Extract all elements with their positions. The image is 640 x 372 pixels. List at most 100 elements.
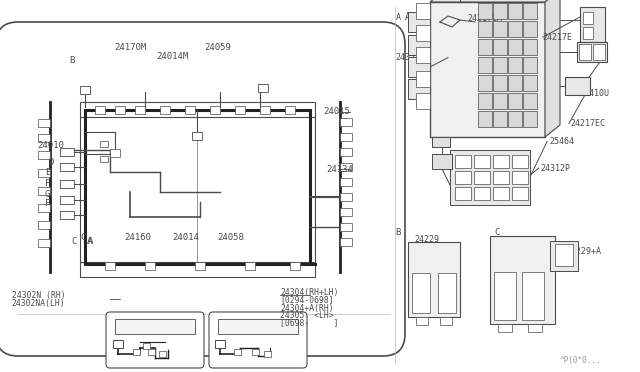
Text: 24217EA: 24217EA bbox=[467, 14, 502, 23]
Bar bbox=[408, 57, 430, 77]
FancyBboxPatch shape bbox=[106, 312, 204, 368]
Text: A: A bbox=[88, 237, 93, 246]
Bar bbox=[508, 111, 522, 127]
Bar bbox=[160, 106, 170, 114]
Bar bbox=[100, 156, 108, 162]
Bar bbox=[523, 21, 537, 37]
Bar bbox=[580, 7, 605, 42]
Bar bbox=[508, 93, 522, 109]
Text: A: A bbox=[87, 237, 92, 246]
Bar bbox=[478, 21, 492, 37]
Bar bbox=[508, 21, 522, 37]
Bar bbox=[523, 75, 537, 91]
Bar bbox=[478, 57, 492, 73]
Text: 24304+A(RH): 24304+A(RH) bbox=[280, 304, 334, 312]
Bar bbox=[523, 57, 537, 73]
Bar bbox=[493, 111, 507, 127]
Bar bbox=[416, 47, 430, 63]
Bar bbox=[493, 57, 507, 73]
Bar bbox=[290, 262, 300, 270]
Bar bbox=[432, 137, 450, 147]
Bar bbox=[340, 193, 352, 201]
Bar bbox=[340, 133, 352, 141]
Bar bbox=[110, 149, 120, 157]
Bar bbox=[412, 273, 430, 313]
Bar bbox=[493, 21, 507, 37]
Bar bbox=[264, 351, 271, 357]
Bar bbox=[408, 35, 430, 55]
Bar bbox=[340, 208, 352, 216]
Text: 24305  <LH>: 24305 <LH> bbox=[280, 311, 334, 320]
Bar bbox=[285, 106, 295, 114]
Bar bbox=[148, 349, 155, 355]
Bar bbox=[523, 3, 537, 19]
Bar bbox=[508, 75, 522, 91]
Bar bbox=[60, 211, 74, 219]
Text: 24134: 24134 bbox=[326, 165, 353, 174]
Bar bbox=[408, 79, 430, 99]
Text: C: C bbox=[494, 228, 499, 237]
Bar bbox=[478, 111, 492, 127]
Bar bbox=[115, 319, 195, 334]
Text: 24059: 24059 bbox=[205, 43, 232, 52]
Bar bbox=[493, 3, 507, 19]
Bar bbox=[340, 223, 352, 231]
Bar bbox=[528, 324, 542, 332]
Text: 24304(RH+LH): 24304(RH+LH) bbox=[280, 288, 339, 296]
Bar bbox=[508, 57, 522, 73]
Bar bbox=[38, 187, 50, 195]
FancyBboxPatch shape bbox=[0, 22, 405, 356]
Bar bbox=[210, 106, 220, 114]
Bar bbox=[455, 171, 471, 184]
Bar bbox=[493, 155, 509, 168]
Bar bbox=[474, 187, 490, 200]
Text: 25464: 25464 bbox=[549, 137, 574, 146]
Bar bbox=[430, 2, 545, 137]
Bar bbox=[478, 93, 492, 109]
Bar bbox=[522, 272, 544, 320]
Polygon shape bbox=[545, 0, 560, 137]
Bar bbox=[523, 39, 537, 55]
Text: 24015: 24015 bbox=[323, 107, 350, 116]
Bar bbox=[38, 134, 50, 142]
Bar bbox=[38, 169, 50, 177]
Text: 24229: 24229 bbox=[415, 235, 440, 244]
Text: 24217E: 24217E bbox=[543, 33, 573, 42]
Bar bbox=[565, 77, 590, 95]
Bar bbox=[455, 155, 471, 168]
Bar bbox=[478, 39, 492, 55]
Bar bbox=[416, 71, 430, 87]
Bar bbox=[235, 106, 245, 114]
Text: [0698-     ]: [0698- ] bbox=[280, 318, 339, 327]
Bar bbox=[60, 196, 74, 204]
Text: D: D bbox=[48, 158, 53, 167]
Bar bbox=[512, 155, 528, 168]
Bar bbox=[490, 236, 555, 324]
Text: 24355: 24355 bbox=[396, 53, 420, 62]
Bar bbox=[60, 180, 74, 188]
Bar bbox=[550, 241, 578, 271]
Text: ^P(0*0...: ^P(0*0... bbox=[560, 356, 602, 365]
Bar bbox=[512, 187, 528, 200]
Bar bbox=[105, 262, 115, 270]
Text: A: A bbox=[396, 13, 401, 22]
Bar bbox=[474, 155, 490, 168]
Text: [0294-0698]: [0294-0698] bbox=[280, 295, 334, 304]
Text: F: F bbox=[45, 179, 50, 187]
Text: 24170M: 24170M bbox=[114, 43, 146, 52]
Bar bbox=[493, 39, 507, 55]
Bar bbox=[143, 343, 150, 349]
Bar bbox=[579, 44, 591, 60]
Bar bbox=[577, 42, 607, 62]
Bar bbox=[340, 178, 352, 186]
Bar bbox=[478, 3, 492, 19]
Bar bbox=[474, 171, 490, 184]
Bar bbox=[508, 3, 522, 19]
Bar bbox=[192, 132, 202, 140]
Bar bbox=[60, 148, 74, 156]
Text: 24160: 24160 bbox=[125, 233, 152, 242]
Bar bbox=[493, 187, 509, 200]
Bar bbox=[252, 349, 259, 355]
Bar bbox=[60, 163, 74, 171]
Bar bbox=[440, 317, 452, 325]
